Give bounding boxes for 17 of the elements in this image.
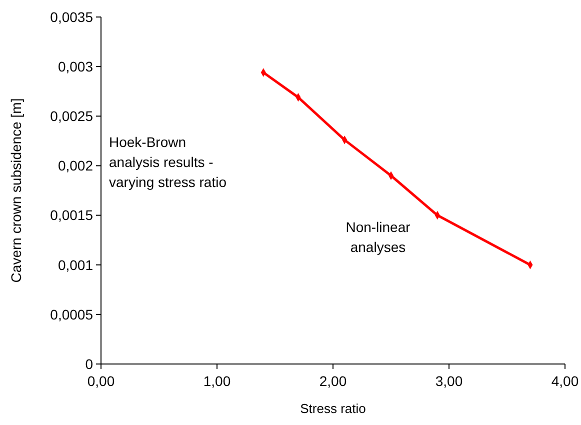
y-tick-label: 0: [85, 356, 94, 372]
y-axis-title: Cavern crown subsidence [m]: [8, 98, 24, 283]
x-tick-label: 0,00: [87, 373, 115, 389]
x-tick-label: 2,00: [319, 373, 347, 389]
y-tick-label: 0,003: [58, 58, 94, 74]
y-tick-label: 0,001: [58, 256, 94, 273]
x-axis-title: Stress ratio: [300, 401, 366, 416]
y-tick-label: 0,002: [58, 158, 94, 174]
y-tick-label: 0,0005: [50, 306, 94, 322]
x-tick-label: 1,00: [203, 373, 231, 389]
y-tick-label: 0,0035: [50, 8, 94, 25]
annotation: Hoek-Brown analysis results - varying stress ratio: [109, 134, 227, 190]
y-tick-label: 0,0015: [50, 207, 94, 224]
annotation: Non-linear analyses: [346, 219, 411, 255]
x-tick-label: 4,00: [551, 373, 579, 389]
y-tick-label: 0,0025: [50, 108, 94, 124]
x-tick-label: 3,00: [435, 373, 463, 389]
